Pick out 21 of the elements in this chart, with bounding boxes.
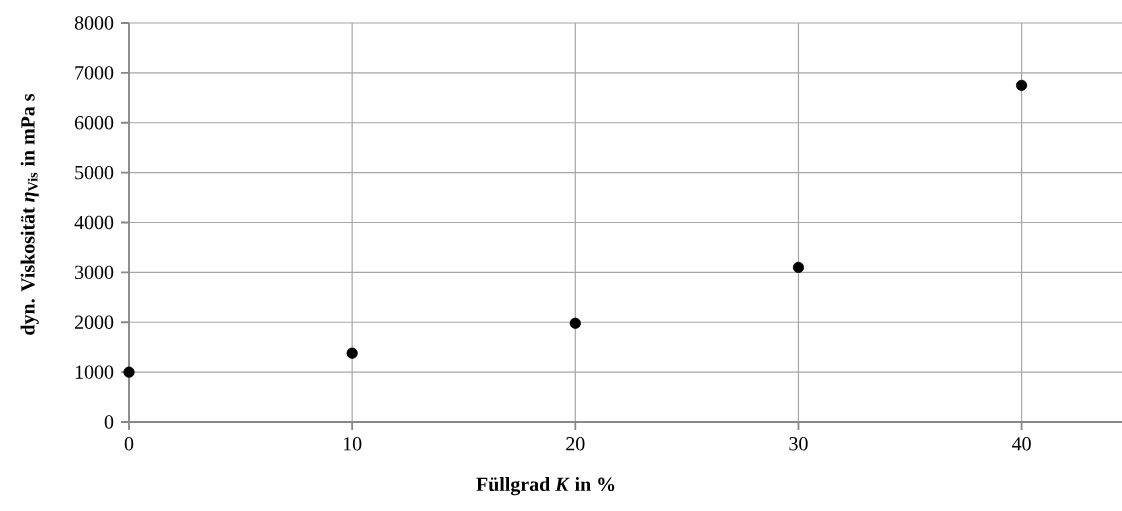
y-axis-title: dyn. Viskosität η$_{Vis}$ in mPa s bbox=[20, 93, 39, 335]
x-tick-label: 40 bbox=[1012, 437, 1031, 451]
point bbox=[346, 347, 358, 359]
y-tick-label: 1000 bbox=[75, 365, 114, 379]
point bbox=[1016, 79, 1028, 91]
y-tick-label: 2000 bbox=[74, 315, 114, 329]
x-tick-label: 30 bbox=[789, 437, 808, 451]
x-tick-label: 0 bbox=[124, 437, 134, 451]
x-tick-label: 10 bbox=[343, 437, 362, 451]
y-tick-label: 0 bbox=[104, 415, 114, 429]
x-tick-label: 20 bbox=[566, 437, 585, 451]
point bbox=[569, 317, 581, 329]
point bbox=[123, 366, 135, 378]
y-tick-label: 4000 bbox=[74, 215, 114, 230]
y-tick-label: 8000 bbox=[74, 16, 114, 30]
y-tick-label: 6000 bbox=[74, 116, 114, 130]
y-tick-label: 7000 bbox=[75, 66, 114, 80]
x-axis-title: Füllgrad K in % bbox=[476, 477, 615, 496]
y-tick-label: 5000 bbox=[75, 165, 114, 180]
y-tick-label: 3000 bbox=[75, 265, 114, 280]
point bbox=[792, 261, 805, 273]
